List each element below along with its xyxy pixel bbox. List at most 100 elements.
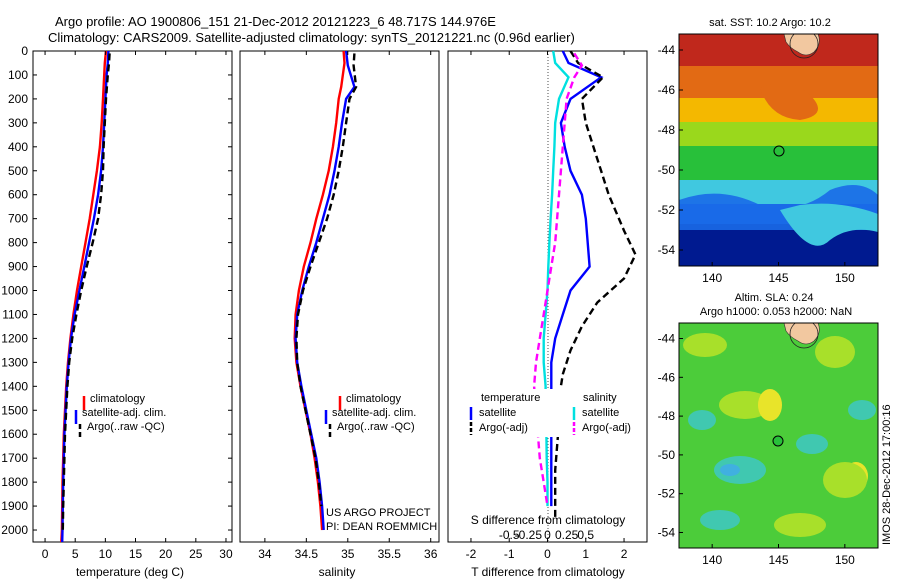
sla-lat-ticks: -44 -46 -48 -50 -52 -54	[658, 332, 683, 539]
depth-tick-label: 1300	[1, 355, 28, 369]
depth-tick-label: 1100	[2, 307, 28, 321]
depth-ticks: 0 100 200 300 400 500 600 700 800 900 1000 1100 1200…	[1, 44, 647, 537]
depth-tick-label: 1500	[1, 403, 28, 417]
depth-tick-label: 200	[8, 92, 28, 106]
lat-tick-label: -50	[658, 163, 676, 177]
sla-patch-yellow-a	[758, 389, 782, 421]
salinity-ticks: 34 34.5 35 35.5 36	[258, 51, 438, 561]
depth-tick-label: 1700	[1, 451, 28, 465]
sla-patch-cyan-e	[700, 510, 740, 530]
legend-background	[466, 389, 641, 437]
depth-tick-label: 100	[8, 68, 28, 82]
x-tick-label: 34	[258, 547, 272, 561]
lat-tick-label: -44	[658, 332, 676, 346]
project-annotation: US ARGO PROJECT	[326, 507, 431, 519]
sla-argo-marker	[772, 435, 784, 447]
series-line-argo-raw-qc	[61, 53, 111, 531]
lat-tick-label: -54	[658, 243, 676, 257]
lat-tick-label: -52	[658, 487, 676, 501]
depth-tick-label: 500	[8, 164, 28, 178]
tasmania-outline	[789, 323, 819, 349]
x-tick-label: 25	[189, 547, 203, 561]
lat-tick-label: -44	[658, 43, 676, 57]
temperature-lines	[60, 50, 111, 543]
lon-tick-label: 145	[768, 271, 788, 285]
lat-tick-label: -46	[658, 370, 676, 384]
legend-label-argo: Argo(..raw -QC)	[337, 421, 415, 433]
temperature-legend: climatology satellite-adj. clim. Argo(..…	[74, 393, 166, 438]
depth-tick-label: 700	[8, 212, 28, 226]
sla-patch-lime-b	[815, 336, 855, 368]
lon-tick-label: 150	[835, 553, 855, 567]
sla-lon-ticks: 140 145 150	[702, 544, 855, 567]
temperature-ticks: 0 5 10 15 20 25 30	[42, 51, 233, 561]
s-tick-label: 0.25	[555, 528, 579, 542]
sla-patch-cyan-c	[796, 434, 828, 454]
lat-tick-label: -50	[658, 448, 676, 462]
x-tick-label: 15	[129, 547, 143, 561]
salinity-legend: climatology satellite-adj. clim. Argo(..…	[324, 393, 416, 438]
depth-tick-label: 300	[8, 116, 28, 130]
sst-band-lime	[679, 122, 878, 150]
depth-tick-label: 2000	[1, 523, 28, 537]
s-difference-label: S difference from climatology	[471, 513, 626, 527]
sst-cyan-tongue	[780, 203, 878, 246]
legend-label-climatology: climatology	[346, 393, 402, 405]
lat-tick-label: -48	[658, 409, 676, 423]
x-tick-label: 1	[582, 547, 589, 561]
salinity-panel: 34 34.5 35 35.5 36 salinity climatology sate…	[239, 50, 440, 579]
legend-title-temperature: temperature	[481, 392, 540, 404]
x-tick-label: -1	[504, 547, 515, 561]
temperature-axes	[32, 50, 233, 543]
salinity-xlabel: salinity	[319, 565, 356, 579]
sla-map-title: Altim. SLA: 0.24	[735, 292, 814, 304]
legend-label-t-satellite: satellite	[479, 407, 516, 419]
sla-patch-blue-a	[720, 464, 740, 476]
sla-patch-cyan-a	[688, 410, 716, 430]
s-tick-label: -0.5	[499, 528, 520, 542]
lon-tick-label: 140	[702, 553, 722, 567]
lat-tick-label: -52	[658, 203, 676, 217]
lon-tick-label: 150	[835, 271, 855, 285]
salinity-lines	[293, 50, 358, 531]
x-tick-label: 36	[424, 547, 438, 561]
s-tick-label: 0.5	[577, 528, 594, 542]
x-tick-label: 35.5	[378, 547, 402, 561]
t-difference-ticks: -2 -1 0 1 2	[466, 51, 628, 561]
sst-argo-marker	[773, 145, 785, 157]
legend-label-climatology: climatology	[90, 393, 146, 405]
series-line-temperature-argo-adj	[554, 50, 637, 518]
legend-label-t-argo: Argo(-adj)	[479, 422, 528, 434]
series-line-argo-raw-qc	[295, 53, 358, 507]
salinity-axes	[239, 50, 440, 543]
difference-panel: -2 -1 0 1 2 -0.5-0.25 0 0.25 0.5 S difference f…	[447, 50, 648, 579]
x-tick-label: 2	[621, 547, 628, 561]
temperature-xlabel: temperature (deg C)	[76, 565, 184, 579]
depth-tick-label: 1000	[1, 284, 28, 298]
s-tick-label: 0	[544, 528, 551, 542]
s-tick-label: -0.25	[515, 528, 543, 542]
x-tick-label: 34.5	[295, 547, 319, 561]
sst-lat-ticks: -44 -46 -48 -50 -52 -54	[658, 43, 683, 257]
depth-tick-label: 1400	[1, 379, 28, 393]
sla-patch-lime-d	[823, 462, 867, 498]
x-tick-label: 20	[159, 547, 173, 561]
legend-label-satellite: satellite-adj. clim.	[82, 407, 166, 419]
sst-map-title: sat. SST: 10.2 Argo: 10.2	[709, 17, 831, 29]
s-difference-ticks: -0.5-0.25 0 0.25 0.5	[499, 528, 595, 542]
x-tick-label: 30	[219, 547, 233, 561]
sla-map-subtitle: Argo h1000: 0.053 h2000: NaN	[700, 306, 852, 318]
lat-tick-label: -54	[658, 525, 676, 539]
depth-tick-label: 600	[8, 188, 28, 202]
legend-label-satellite: satellite-adj. clim.	[332, 407, 416, 419]
depth-tick-label: 1900	[1, 499, 28, 513]
t-difference-xlabel: T difference from climatology	[471, 565, 625, 579]
depth-tick-label: 900	[8, 260, 28, 274]
depth-tick-label: 400	[8, 140, 28, 154]
depth-tick-label: 1600	[1, 427, 28, 441]
pi-annotation: PI: DEAN ROEMMICH	[326, 521, 437, 533]
imos-timestamp: IMOS 28-Dec-2012 17:00:16	[881, 404, 893, 545]
sla-map: -44 -46 -48 -50 -52 -54 140 145 150	[658, 322, 879, 567]
depth-tick-label: 0	[21, 44, 28, 58]
